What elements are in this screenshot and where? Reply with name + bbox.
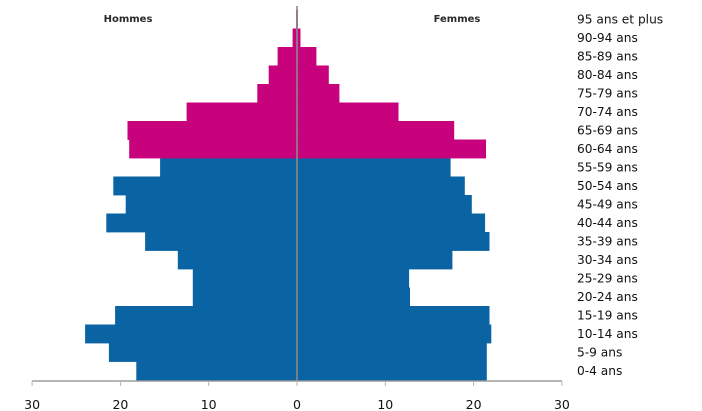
x-tick-label: 0 [293, 397, 301, 411]
bar-hommes-65-69-ans [127, 121, 297, 140]
age-group-label: 60-64 ans [577, 142, 638, 156]
age-group-label: 30-34 ans [577, 253, 638, 267]
bar-hommes-55-59-ans [160, 158, 297, 177]
bar-hommes-80-84-ans [268, 65, 297, 85]
bar-hommes-45-49-ans [125, 195, 297, 214]
bar-hommes-60-64-ans [129, 139, 297, 159]
header-hommes: Hommes [104, 14, 153, 25]
header-femmes: Femmes [434, 14, 481, 25]
x-tick-label: 30 [554, 397, 570, 411]
bar-femmes-80-84-ans [297, 65, 329, 85]
age-group-label: 75-79 ans [577, 87, 638, 101]
age-group-label: 70-74 ans [577, 105, 638, 119]
x-tick-label: 20 [466, 397, 482, 411]
age-group-label: 20-24 ans [577, 290, 638, 304]
age-group-label: 50-54 ans [577, 179, 638, 193]
age-labels-layer: 0-4 ans 5-9 ans 10-14 ans 15-19 ans 20-24 an… [577, 13, 663, 379]
bar-hommes-40-44-ans [106, 213, 297, 233]
bar-femmes-75-79-ans [297, 84, 340, 103]
bar-femmes-5-9-ans [297, 343, 487, 362]
age-group-label: 95 ans et plus [577, 13, 663, 27]
bar-hommes-75-79-ans [257, 84, 297, 103]
bar-femmes-30-34-ans [297, 250, 453, 270]
bar-hommes-25-29-ans [192, 269, 297, 288]
bar-femmes-55-59-ans [297, 158, 451, 177]
bar-hommes-5-9-ans [108, 343, 298, 362]
bar-femmes-70-74-ans [297, 102, 399, 122]
bar-femmes-35-39-ans [297, 232, 490, 251]
bar-hommes-10-14-ans [85, 324, 297, 344]
age-group-label: 55-59 ans [577, 161, 638, 175]
bar-femmes-40-44-ans [297, 213, 486, 233]
x-tick-label: 10 [377, 397, 393, 411]
bar-femmes-60-64-ans [297, 139, 486, 159]
bar-femmes-65-69-ans [297, 121, 455, 140]
bar-hommes-30-34-ans [177, 250, 297, 270]
bar-femmes-25-29-ans [297, 269, 410, 288]
bar-femmes-90-94-ans [297, 28, 301, 48]
ticks-layer: 30 20 10 0 10 20 30 [24, 381, 570, 411]
bar-hommes-70-74-ans [186, 102, 297, 122]
age-group-label: 40-44 ans [577, 216, 638, 230]
bar-hommes-20-24-ans [192, 287, 297, 307]
bar-femmes-10-14-ans [297, 324, 492, 344]
age-group-label: 85-89 ans [577, 50, 638, 64]
bar-hommes-15-19-ans [115, 306, 297, 325]
age-group-label: 35-39 ans [577, 235, 638, 249]
age-group-label: 5-9 ans [577, 346, 622, 360]
age-group-label: 90-94 ans [577, 31, 638, 45]
bar-femmes-15-19-ans [297, 306, 490, 325]
bar-hommes-90-94-ans [292, 28, 297, 48]
bar-femmes-20-24-ans [297, 287, 410, 307]
age-group-label: 80-84 ans [577, 68, 638, 82]
age-group-label: 65-69 ans [577, 124, 638, 138]
bar-femmes-85-89-ans [297, 47, 317, 66]
bar-femmes-50-54-ans [297, 176, 465, 196]
x-tick-label: 30 [24, 397, 40, 411]
bar-hommes-35-39-ans [145, 232, 297, 251]
age-group-label: 25-29 ans [577, 272, 638, 286]
bar-hommes-85-89-ans [277, 47, 297, 66]
bars-layer [85, 10, 492, 381]
bar-femmes-45-49-ans [297, 195, 472, 214]
age-group-label: 15-19 ans [577, 309, 638, 323]
bar-femmes-0-4-ans [297, 361, 487, 381]
bar-hommes-0-4-ans [136, 361, 297, 381]
bar-hommes-50-54-ans [113, 176, 297, 196]
age-group-label: 10-14 ans [577, 327, 638, 341]
x-tick-label: 20 [112, 397, 128, 411]
x-tick-label: 10 [201, 397, 217, 411]
age-group-label: 45-49 ans [577, 198, 638, 212]
age-group-label: 0-4 ans [577, 364, 622, 378]
